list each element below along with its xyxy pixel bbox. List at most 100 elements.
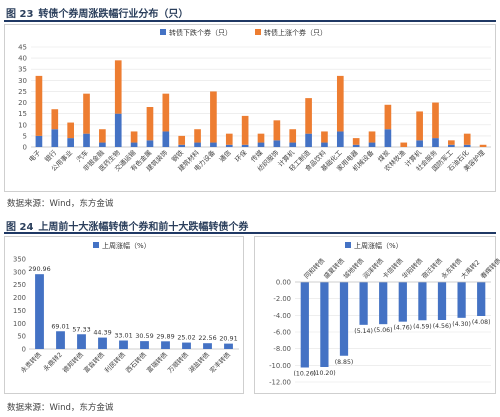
bar-up	[336, 75, 344, 132]
bar-up	[448, 140, 455, 145]
data-label: 25.02	[177, 334, 195, 342]
bar-up	[67, 122, 74, 139]
legend-label: 上周涨幅（%）	[102, 241, 151, 250]
y-tick-label: 20	[18, 99, 27, 107]
legend-label: 转债下跌个券（只）	[169, 28, 232, 37]
bar	[224, 343, 233, 349]
bar-down	[194, 142, 201, 147]
y-tick-label: -6.00	[273, 329, 291, 337]
bar-down	[210, 142, 217, 147]
data-label: 57.33	[72, 325, 90, 333]
bar	[300, 282, 309, 368]
legend-swatch	[93, 242, 99, 248]
figure-24-title: 图 24 上周前十大涨幅转债个券和前十大跌幅转债个券	[6, 218, 248, 233]
x-tick-label: 通信	[217, 148, 233, 164]
data-label: 30.59	[135, 332, 153, 340]
bar-up	[130, 131, 138, 143]
y-tick-label: 40	[18, 55, 27, 63]
x-tick-label: 利民转债	[102, 350, 127, 375]
y-tick-label: 5	[23, 132, 27, 140]
bar	[359, 282, 368, 325]
data-label: 22.56	[198, 334, 216, 342]
figure-23-title-rule	[4, 20, 496, 22]
bar	[119, 340, 128, 349]
y-tick-label: -4.00	[273, 312, 291, 320]
y-tick-label: 350	[13, 256, 26, 264]
figure-24-number: 图 24	[6, 222, 34, 233]
bar-down	[305, 133, 312, 147]
bar-up	[416, 111, 423, 141]
bar-down	[67, 138, 74, 147]
legend-label: 上周涨幅（%）	[354, 241, 403, 250]
figure-24-title-text: 上周前十大涨幅转债个券和前十大跌幅转债个券	[38, 222, 249, 233]
bar-down	[352, 144, 360, 147]
bar-down	[368, 142, 376, 147]
data-label: (10.26)	[294, 371, 317, 378]
bar	[437, 282, 447, 320]
bar	[161, 341, 170, 349]
bar-down	[289, 142, 297, 147]
bar-down	[114, 113, 122, 147]
bar	[203, 343, 212, 349]
x-tick-label: 富瑞转债	[144, 350, 169, 375]
figure-23-source: 数据来源：Wind，东方金诚	[7, 199, 114, 209]
figure-24-left-panel: 0 50 100 150 200 250 300 350 290.96 永贵转债 69.01 永鼎转2…	[4, 236, 244, 394]
bar-up	[194, 129, 201, 143]
x-tick-label: 春辉转债	[478, 256, 500, 281]
data-label: (8.85)	[335, 359, 354, 366]
x-tick-label: 西石转债	[123, 350, 148, 375]
data-label: (4.59)	[413, 323, 432, 330]
bar-down	[432, 138, 439, 147]
y-tick-label: 0	[23, 144, 27, 152]
bar-down	[99, 142, 106, 147]
x-tick-label: 万顺转债	[165, 350, 190, 375]
y-tick-label: 15	[18, 110, 27, 118]
bar-down	[146, 140, 154, 147]
bar-up	[257, 133, 265, 143]
bar-down	[273, 140, 281, 147]
bar	[339, 282, 349, 356]
bar	[56, 331, 65, 349]
figure-24-source: 数据来源：Wind，东方金诚	[7, 403, 114, 413]
figure-24-title-rule	[4, 232, 496, 234]
data-label: 20.91	[219, 335, 237, 343]
bar	[418, 282, 427, 321]
y-tick-label: 300	[13, 268, 26, 276]
bar-down	[162, 131, 170, 147]
y-tick-label: 25	[18, 88, 27, 96]
figure-24-right-panel: 0.00 -2.00 -4.00 -6.00 -8.00 -10.00 -12.00 (10.…	[254, 236, 500, 394]
legend-swatch	[160, 29, 166, 35]
y-tick-label: 30	[18, 77, 27, 85]
figure-23-title: 图 23 转债个券周涨跌幅行业分布（只）	[6, 5, 188, 20]
bar	[398, 282, 407, 322]
data-label: 44.39	[93, 329, 111, 337]
bar-up	[178, 135, 186, 145]
y-tick-label: -12.00	[269, 379, 291, 387]
bar-up	[83, 93, 90, 134]
bar	[140, 341, 149, 349]
y-tick-label: -8.00	[273, 345, 291, 353]
bar-down	[130, 142, 138, 147]
bar	[320, 282, 329, 367]
y-tick-label: 150	[13, 307, 26, 315]
y-tick-label: -2.00	[273, 295, 291, 303]
data-label: (4.56)	[433, 323, 452, 330]
bar-up	[321, 131, 328, 143]
legend-swatch	[345, 242, 351, 248]
data-label: (4.76)	[393, 325, 412, 332]
data-label: (4.08)	[472, 319, 491, 326]
figure-23-title-text: 转债个券周涨跌幅行业分布（只）	[38, 9, 189, 20]
y-tick-label: 0.00	[276, 279, 291, 287]
legend-label: 转债上涨个券（只）	[264, 28, 327, 37]
bar-up	[114, 60, 122, 114]
bar-down	[416, 140, 423, 147]
bar	[477, 282, 486, 316]
y-tick-label: 50	[17, 333, 26, 341]
bar-up	[305, 98, 312, 134]
bar-down	[257, 142, 265, 147]
bar-down	[83, 133, 90, 147]
bar-up	[241, 115, 249, 145]
bar-up	[51, 109, 59, 130]
bar-up	[273, 120, 281, 141]
